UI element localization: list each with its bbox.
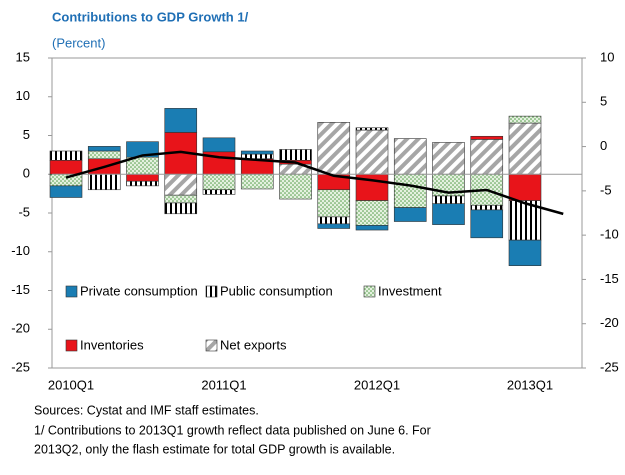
bar-segment bbox=[87, 173, 121, 191]
y-tick-label: 0 bbox=[23, 166, 30, 181]
y-tick-label: -20 bbox=[11, 321, 30, 336]
bar-segment bbox=[355, 127, 389, 131]
bar-segment bbox=[470, 204, 504, 211]
y-tick-label: -10 bbox=[11, 243, 30, 258]
y2-tick-label: -15 bbox=[600, 271, 619, 286]
bar-segment bbox=[432, 203, 465, 225]
bar-segment bbox=[49, 173, 83, 187]
bar-segment bbox=[432, 195, 465, 204]
legend-swatch bbox=[205, 339, 218, 352]
bar-segment bbox=[508, 239, 542, 267]
bar-segment bbox=[317, 122, 351, 175]
bar-segment bbox=[508, 173, 542, 201]
y-tick-label: 15 bbox=[16, 49, 30, 64]
y2-tick-label: 5 bbox=[600, 94, 607, 109]
y-tick-label: -5 bbox=[18, 204, 30, 219]
x-tick-label: 2010Q1 bbox=[48, 377, 94, 392]
footnote: 2013Q2, only the flash estimate for tota… bbox=[34, 442, 395, 456]
bar-segment bbox=[202, 173, 236, 191]
bar-segment bbox=[126, 141, 159, 158]
bar-segment bbox=[279, 149, 312, 161]
bar-segment bbox=[87, 146, 121, 152]
bar-segment bbox=[164, 173, 198, 196]
x-tick-label: 2012Q1 bbox=[354, 377, 400, 392]
bar-segment bbox=[432, 142, 465, 175]
bar-segment bbox=[164, 194, 198, 204]
bar-segment bbox=[470, 139, 504, 175]
footnote: 1/ Contributions to 2013Q1 growth reflec… bbox=[34, 423, 431, 437]
legend-swatch bbox=[65, 339, 78, 352]
legend-label: Private consumption bbox=[80, 283, 198, 298]
bar-segment bbox=[355, 129, 389, 175]
bar-segment bbox=[202, 137, 236, 153]
bar-segment bbox=[49, 160, 83, 175]
legend-swatch bbox=[205, 285, 218, 298]
bar-segment bbox=[393, 207, 427, 222]
legend-label: Inventories bbox=[80, 337, 144, 352]
legend-label: Net exports bbox=[220, 337, 287, 352]
bar-segment bbox=[164, 202, 198, 215]
legend-swatch bbox=[65, 285, 78, 298]
bar-segment bbox=[240, 173, 274, 190]
y2-tick-label: -25 bbox=[600, 359, 619, 374]
bar-segment bbox=[355, 225, 389, 231]
bar-segment bbox=[317, 189, 351, 218]
bar-segment bbox=[126, 173, 159, 182]
legend-swatch bbox=[363, 285, 376, 298]
y-tick-label: 5 bbox=[23, 127, 30, 142]
bar-segment bbox=[49, 150, 83, 161]
y2-tick-label: -20 bbox=[600, 315, 619, 330]
bar-segment bbox=[279, 173, 312, 200]
bar-segment bbox=[393, 173, 427, 208]
legend-label: Public consumption bbox=[220, 283, 333, 298]
bar-segment bbox=[508, 122, 542, 175]
bar-segment bbox=[470, 209, 504, 239]
bar-segment bbox=[164, 108, 198, 133]
x-tick-label: 2011Q1 bbox=[201, 377, 246, 392]
y2-tick-label: -5 bbox=[600, 182, 612, 197]
y2-tick-label: 10 bbox=[600, 49, 614, 64]
footnote: Sources: Cystat and IMF staff estimates. bbox=[34, 403, 259, 417]
bar-segment bbox=[393, 138, 427, 175]
bar-segment bbox=[470, 135, 504, 140]
bar-segment bbox=[87, 150, 121, 160]
y-tick-label: 10 bbox=[16, 88, 30, 103]
chart-subtitle: (Percent) bbox=[52, 35, 105, 50]
gdp-line bbox=[65, 150, 564, 216]
y2-tick-label: 0 bbox=[600, 138, 607, 153]
x-tick-label: 2013Q1 bbox=[507, 377, 553, 392]
bar-segment bbox=[240, 150, 274, 155]
bar-segment bbox=[508, 115, 542, 124]
y2-tick-label: -10 bbox=[600, 227, 619, 242]
bar-segment bbox=[49, 185, 83, 198]
bar-segment bbox=[317, 223, 351, 229]
bar-segment bbox=[202, 189, 236, 195]
bar-segment bbox=[355, 200, 389, 226]
bar-segment bbox=[126, 180, 159, 187]
bar-segment bbox=[317, 216, 351, 225]
y-tick-label: -15 bbox=[11, 282, 30, 297]
chart-title: Contributions to GDP Growth 1/ bbox=[52, 9, 249, 24]
y-tick-label: -25 bbox=[11, 359, 30, 374]
legend-label: Investment bbox=[378, 283, 442, 298]
